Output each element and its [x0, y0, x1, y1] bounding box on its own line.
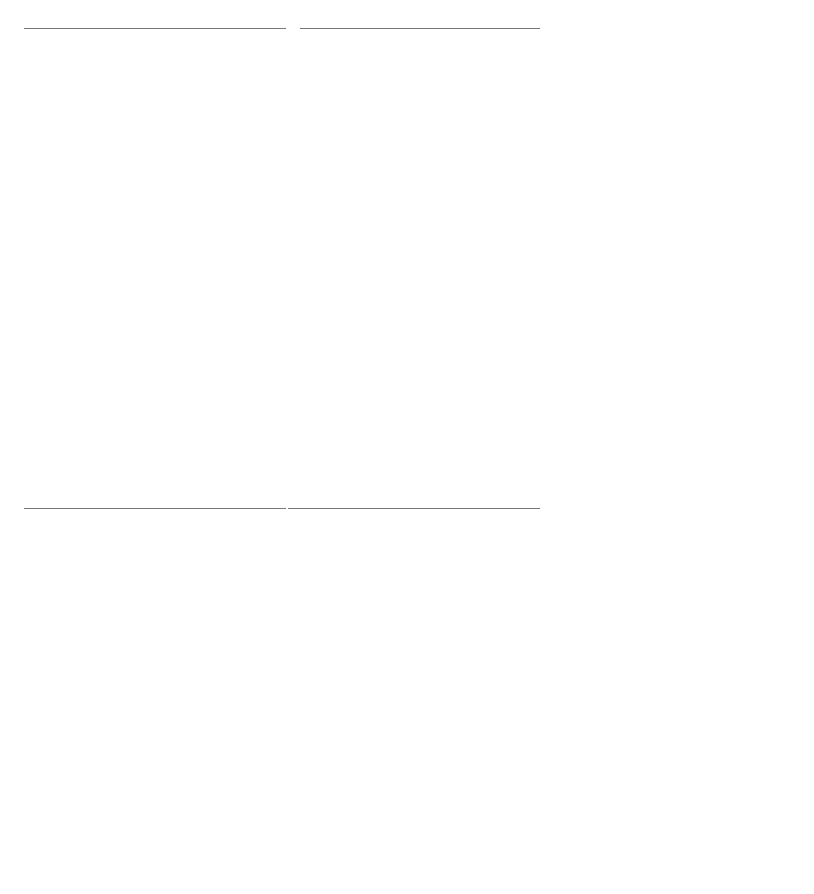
chart-b-wound-closure [590, 10, 814, 145]
group-divider [24, 28, 286, 29]
group-divider [288, 508, 540, 509]
chart-e-od-u87 [610, 162, 814, 307]
chart-d-migrated-cells [360, 165, 582, 300]
chart-j-edu-positive [590, 495, 814, 650]
group-divider [24, 508, 286, 509]
group-divider [300, 28, 540, 29]
chart-h-colonies [570, 325, 814, 475]
chart-f-od-u251 [10, 322, 230, 472]
